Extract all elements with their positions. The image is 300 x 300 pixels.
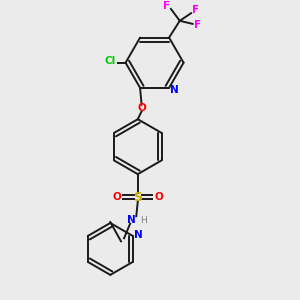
- Text: H: H: [140, 216, 147, 225]
- Text: S: S: [133, 190, 142, 203]
- Text: F: F: [194, 20, 201, 30]
- Text: O: O: [137, 103, 146, 113]
- Text: F: F: [163, 1, 170, 10]
- Text: N: N: [134, 230, 143, 240]
- Text: Cl: Cl: [105, 56, 116, 66]
- Text: N: N: [127, 215, 136, 225]
- Text: F: F: [192, 5, 200, 15]
- Text: O: O: [155, 192, 164, 202]
- Text: O: O: [112, 192, 121, 202]
- Text: N: N: [170, 85, 179, 95]
